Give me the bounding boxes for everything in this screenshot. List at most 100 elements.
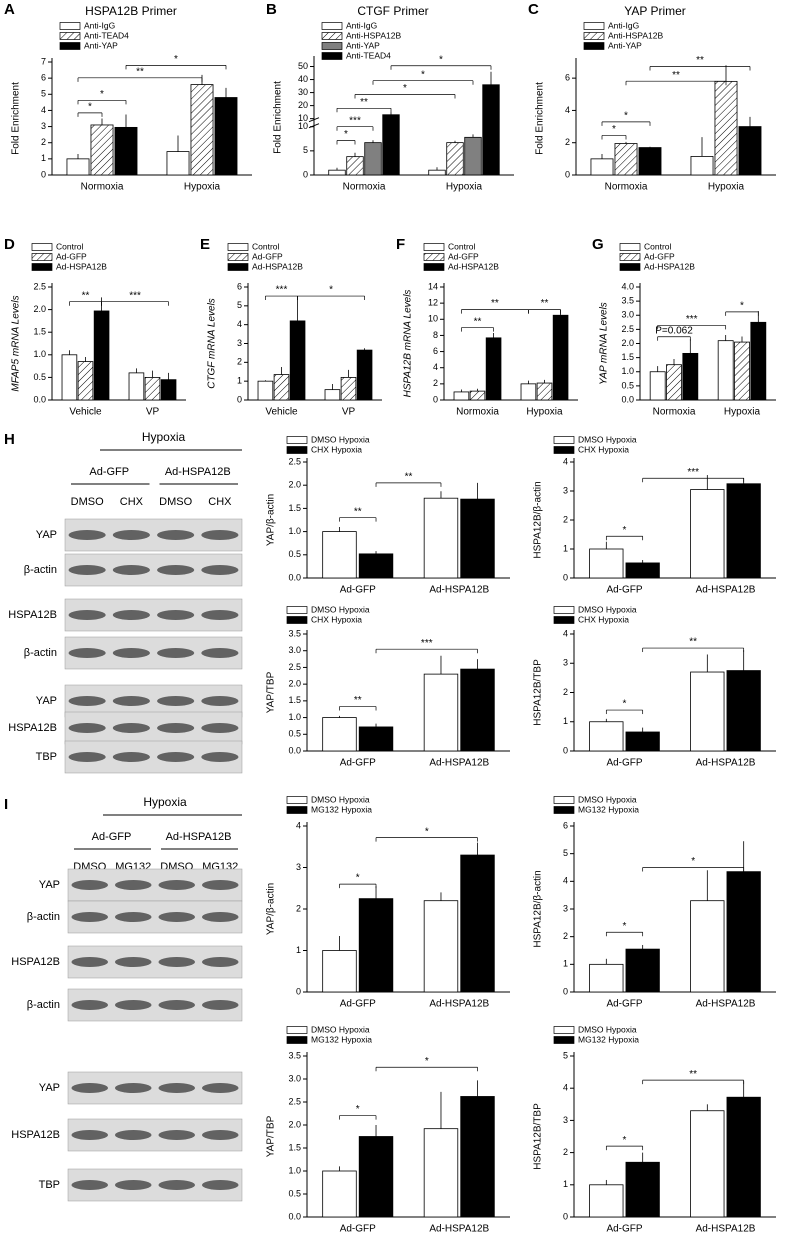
bar — [166, 151, 190, 176]
legend-label: MG132 Hypoxia — [578, 1034, 639, 1044]
legend-swatch — [583, 32, 605, 40]
band — [112, 723, 150, 733]
significance-label: * — [356, 873, 360, 884]
bar — [638, 147, 662, 176]
significance-label: ** — [491, 298, 499, 309]
legend-label: Ad-GFP — [252, 251, 283, 261]
y-tick-label: 5 — [303, 145, 308, 155]
group-label: Ad-HSPA12B — [165, 466, 231, 478]
band — [157, 696, 195, 706]
band — [71, 1130, 109, 1140]
band — [112, 610, 150, 620]
y-axis-label: YAP/TBP — [266, 671, 277, 713]
legend-swatch — [553, 606, 575, 614]
y-axis-label: YAP/β-actin — [266, 494, 277, 546]
legend-swatch — [619, 263, 641, 271]
y-tick-label: 1.5 — [288, 695, 301, 705]
y-tick-label: 1.0 — [288, 526, 301, 536]
band — [114, 1180, 152, 1190]
y-tick-label: 3.5 — [288, 1050, 301, 1060]
band — [114, 1083, 152, 1093]
legend-label: DMSO Hypoxia — [311, 794, 370, 804]
bar — [460, 1096, 495, 1218]
y-tick-label: 4 — [563, 876, 568, 886]
legend-swatch — [321, 52, 343, 60]
row-label: YAP — [39, 879, 60, 891]
legend-swatch — [286, 806, 308, 814]
bar — [340, 376, 357, 401]
band — [157, 723, 195, 733]
bar — [61, 354, 78, 401]
lane-label: DMSO — [71, 496, 104, 508]
y-tick-label: 0 — [565, 169, 570, 179]
band — [201, 648, 239, 658]
band — [201, 1130, 239, 1140]
y-tick-label: 50 — [298, 61, 308, 71]
legend-swatch — [286, 1036, 308, 1044]
significance-label: * — [421, 69, 425, 80]
y-tick-label: 3 — [296, 862, 301, 872]
legend-swatch — [583, 42, 605, 50]
y-axis-label: MFAP5 mRNA Levels — [11, 295, 22, 391]
x-tick-label: Hypoxia — [724, 407, 761, 418]
bar — [589, 1184, 624, 1218]
bar — [726, 483, 761, 579]
y-tick-label: 4 — [563, 456, 568, 466]
bar — [356, 349, 373, 401]
bar — [66, 158, 90, 176]
y-tick-label: 2 — [433, 378, 438, 388]
bar — [726, 1096, 761, 1218]
bar — [625, 1161, 660, 1218]
band — [201, 1000, 239, 1010]
legend-label: Ad-HSPA12B — [448, 261, 499, 271]
legend-swatch — [321, 32, 343, 40]
legend-swatch — [553, 1026, 575, 1034]
x-tick-label: Ad-HSPA12B — [429, 758, 489, 769]
bar — [358, 726, 394, 752]
axis-break — [308, 117, 320, 123]
band — [68, 723, 106, 733]
legend-label: Ad-HSPA12B — [252, 261, 303, 271]
y-tick-label: 20 — [298, 100, 308, 110]
band — [158, 1000, 196, 1010]
bar — [690, 900, 725, 993]
significance-label: P=0.062 — [655, 325, 693, 336]
x-tick-label: Ad-GFP — [340, 1224, 376, 1235]
legend-label: DMSO Hypoxia — [578, 794, 637, 804]
chart-title: YAP Primer — [624, 4, 686, 18]
band — [114, 912, 152, 922]
bar — [322, 717, 357, 752]
y-axis-label: HSPA12B mRNA Levels — [403, 290, 414, 398]
row-label: β-actin — [27, 999, 60, 1011]
y-tick-label: 0 — [563, 1211, 568, 1221]
y-tick-label: 12 — [428, 298, 438, 308]
bar — [423, 900, 459, 993]
y-tick-label: 2 — [563, 1147, 568, 1157]
bar — [257, 380, 274, 401]
row-label: HSPA12B — [8, 609, 57, 621]
y-tick-label: 0.5 — [33, 372, 46, 382]
bar — [364, 142, 382, 176]
y-tick-label: 10 — [298, 121, 308, 131]
group-label: Ad-HSPA12B — [166, 831, 232, 843]
bar — [446, 142, 464, 176]
y-tick-label: 2.0 — [288, 480, 301, 490]
band — [201, 957, 239, 967]
legend-swatch — [553, 1036, 575, 1044]
legend-label: Ad-GFP — [56, 251, 87, 261]
band — [68, 610, 106, 620]
y-axis-label: CTGF mRNA Levels — [207, 298, 218, 389]
band — [201, 1083, 239, 1093]
y-tick-label: 5 — [563, 1050, 568, 1060]
significance-label: * — [356, 1104, 360, 1115]
legend-label: Control — [252, 241, 280, 251]
significance-label: * — [612, 124, 616, 135]
bar — [690, 1110, 725, 1218]
panel-label: I — [4, 796, 8, 813]
x-tick-label: Ad-HSPA12B — [696, 585, 756, 596]
legend-swatch — [286, 616, 308, 624]
legend-label: Anti-IgG — [608, 20, 639, 30]
y-axis-label: YAP/TBP — [266, 1115, 277, 1157]
panel-label: F — [396, 236, 405, 253]
bar — [423, 1128, 459, 1218]
